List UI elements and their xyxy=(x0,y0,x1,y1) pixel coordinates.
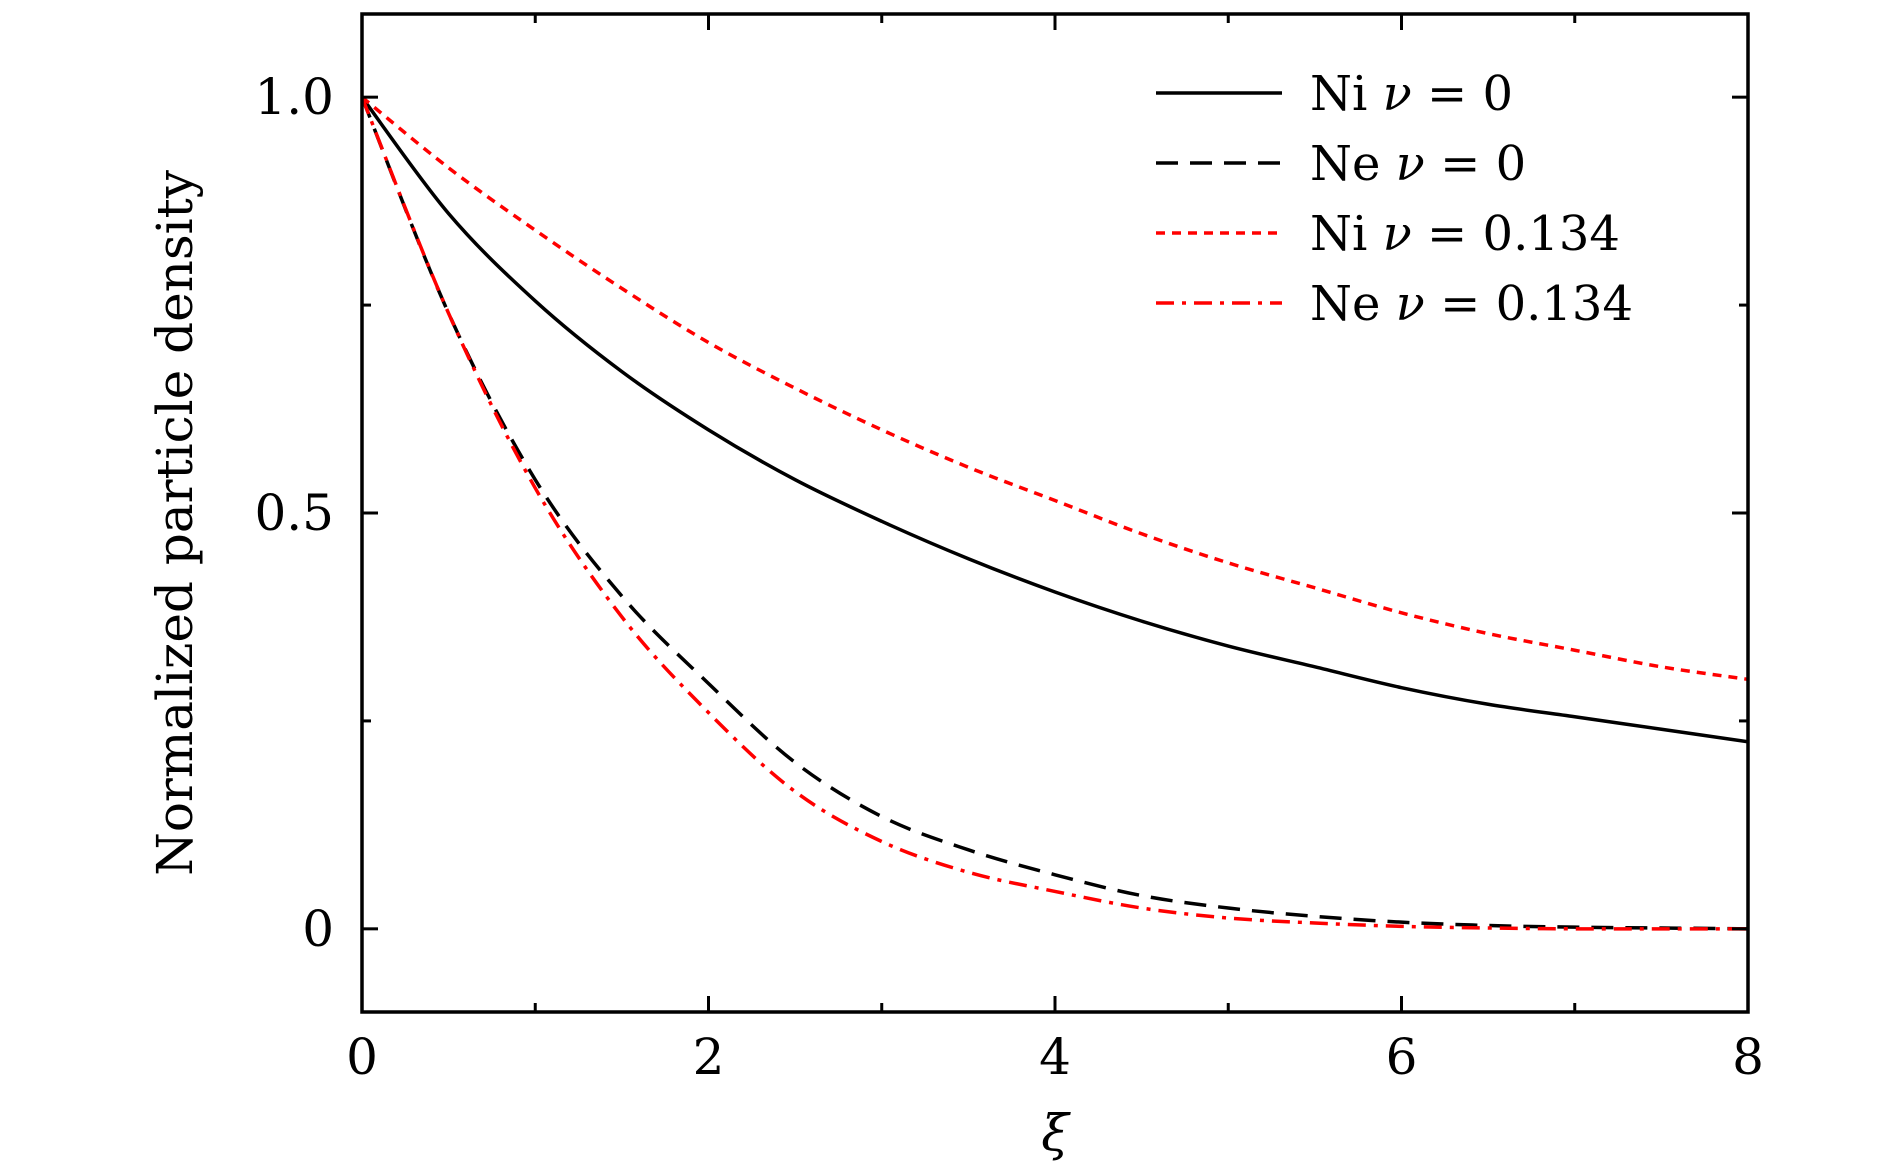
y-tick-label: 0 xyxy=(302,900,334,958)
legend-label: Ne ν = 0 xyxy=(1310,136,1526,192)
legend-label: Ni ν = 0 xyxy=(1310,66,1513,122)
series-line-1 xyxy=(362,96,1748,744)
plot-area xyxy=(362,95,1748,931)
legend-entry: Ne ν = 0 xyxy=(1156,136,1526,192)
y-tick-label: 0.5 xyxy=(254,484,334,542)
legend-entry: Ne ν = 0.134 xyxy=(1156,276,1633,332)
legend-label: Ni ν = 0.134 xyxy=(1310,206,1620,262)
legend: Ni ν = 0 Ne ν = 0 Ni ν = 0.134 Ne ν = 0.134 xyxy=(1156,66,1633,332)
series-line-2 xyxy=(362,96,1748,931)
legend-entry: Ni ν = 0 xyxy=(1156,66,1513,122)
y-tick-label: 1.0 xyxy=(254,68,334,126)
series-line-4 xyxy=(362,96,1748,931)
x-tick-label: 4 xyxy=(1039,1028,1071,1086)
x-axis-title: ξ xyxy=(1041,1104,1071,1162)
x-tick-label: 6 xyxy=(1386,1028,1418,1086)
x-tick-label: 8 xyxy=(1732,1028,1764,1086)
y-axis-title: Normalized particle density xyxy=(146,169,204,876)
x-tick-label: 2 xyxy=(693,1028,725,1086)
axes: 0 2 4 6 8 0 0.5 1.0 xyxy=(254,12,1764,1086)
legend-label: Ne ν = 0.134 xyxy=(1310,276,1633,332)
plot-frame xyxy=(360,12,1750,1014)
series-line-3 xyxy=(362,95,1748,682)
x-tick-label: 0 xyxy=(346,1028,378,1086)
legend-entry: Ni ν = 0.134 xyxy=(1156,206,1620,262)
